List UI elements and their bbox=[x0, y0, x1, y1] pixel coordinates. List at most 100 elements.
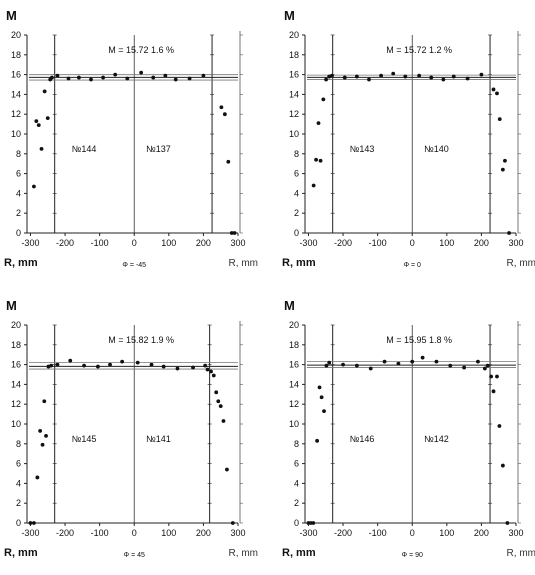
chart-4-point bbox=[396, 361, 401, 366]
chart-2-point bbox=[465, 76, 470, 81]
chart-1-point bbox=[219, 105, 224, 110]
chart-1-point bbox=[66, 76, 71, 81]
chart-3-point bbox=[230, 521, 235, 525]
chart-1-x-tick-label: -100 bbox=[91, 238, 109, 248]
chart-2-point bbox=[311, 183, 316, 188]
chart-2-x-label-left: R, mm bbox=[282, 257, 316, 269]
chart-3-point bbox=[161, 364, 166, 369]
chart-2-x-tick-label: 100 bbox=[439, 238, 454, 248]
chart-4-sample-label-right: №142 bbox=[424, 434, 449, 444]
chart-1-y-tick-label: 14 bbox=[11, 89, 21, 99]
chart-1-y-tick-label: 20 bbox=[11, 30, 21, 40]
chart-1-point bbox=[89, 77, 93, 82]
chart-4-x-label-right: R, mm bbox=[507, 548, 535, 559]
chart-4-mean-annotation: M = 15.95 1.8 % bbox=[386, 335, 452, 345]
chart-2-point bbox=[500, 167, 505, 172]
chart-4-x-tick-label: -300 bbox=[299, 528, 317, 538]
chart-2-sample-label-right: №140 bbox=[424, 144, 449, 154]
chart-4-point bbox=[489, 374, 493, 379]
chart-2-y-tick-label: 6 bbox=[294, 169, 299, 179]
chart-2-x-tick-label: 0 bbox=[410, 238, 415, 248]
chart-4-point bbox=[462, 365, 467, 370]
chart-4-x-tick-label: 300 bbox=[508, 528, 523, 538]
chart-4-x-tick-label: 100 bbox=[439, 528, 454, 538]
chart-4-point bbox=[341, 362, 345, 367]
chart-4-point bbox=[476, 359, 480, 364]
chart-1-point bbox=[229, 231, 234, 235]
chart-2-sample-label-left: №143 bbox=[350, 144, 375, 154]
chart-3-point bbox=[211, 373, 216, 378]
chart-3-point bbox=[221, 419, 226, 423]
chart-3-point bbox=[218, 404, 223, 409]
chart-2-y-tick-label: 2 bbox=[294, 208, 299, 218]
chart-2-x-label-right: R, mm bbox=[507, 258, 535, 269]
chart-3-point bbox=[96, 364, 100, 369]
chart-3-y-tick-label: 8 bbox=[16, 439, 21, 449]
chart-3-sample-label-left: №145 bbox=[72, 434, 97, 444]
chart-4-y-tick-label: 18 bbox=[289, 340, 299, 350]
chart-2-point bbox=[503, 158, 507, 163]
chart-4-y-tick-label: 2 bbox=[294, 498, 299, 508]
chart-4-point bbox=[482, 366, 487, 371]
chart-3-y-tick-label: 10 bbox=[11, 419, 21, 429]
chart-2-point bbox=[342, 75, 347, 80]
chart-4-y-tick-label: 20 bbox=[289, 320, 299, 330]
chart-1-angle-label: Φ = -45 bbox=[122, 262, 146, 269]
chart-1-point bbox=[201, 73, 206, 78]
chart-1-point bbox=[139, 70, 144, 75]
chart-3-x-tick-label: 200 bbox=[196, 528, 211, 538]
chart-3-y-tick-label: 14 bbox=[11, 379, 21, 389]
chart-2-point bbox=[491, 87, 496, 92]
chart-1-y-tick-label: 8 bbox=[16, 149, 21, 159]
chart-3-x-tick-label: 300 bbox=[230, 528, 245, 538]
chart-3-point bbox=[35, 475, 40, 480]
chart-3-point bbox=[28, 521, 33, 525]
chart-2-y-tick-label: 8 bbox=[294, 149, 299, 159]
chart-3-point bbox=[149, 362, 154, 367]
chart-4-point bbox=[485, 363, 490, 368]
chart-2-point bbox=[507, 231, 511, 235]
chart-2-point bbox=[479, 72, 484, 77]
chart-1-point bbox=[101, 75, 105, 80]
chart-3-x-tick-label: 0 bbox=[132, 528, 137, 538]
chart-1-x-tick-label: 300 bbox=[230, 238, 245, 248]
chart-3-angle-label: Φ = 45 bbox=[124, 552, 145, 559]
chart-3-mean-annotation: M = 15.82 1.9 % bbox=[108, 335, 174, 345]
chart-1-x-tick-label: -200 bbox=[56, 238, 74, 248]
chart-3-point bbox=[82, 363, 86, 368]
chart-4-sample-label-left: №146 bbox=[350, 434, 375, 444]
chart-3-point bbox=[135, 360, 140, 365]
chart-1-x-label-left: R, mm bbox=[4, 257, 38, 269]
chart-1-y-tick-label: 18 bbox=[11, 50, 21, 60]
chart-4-x-tick-label: -200 bbox=[334, 528, 352, 538]
chart-3-x-tick-label: -100 bbox=[91, 528, 109, 538]
chart-2-y-label: M bbox=[284, 8, 295, 23]
chart-4-y-tick-label: 4 bbox=[294, 478, 299, 488]
chart-1-mean-annotation: M = 15.72 1.6 % bbox=[108, 45, 174, 55]
chart-3-y-tick-label: 4 bbox=[16, 478, 21, 488]
chart-2-x-tick-label: -100 bbox=[369, 238, 387, 248]
chart-3-y-tick-label: 12 bbox=[11, 399, 21, 409]
chart-3-x-tick-label: -200 bbox=[56, 528, 74, 538]
chart-2-y-tick-label: 12 bbox=[289, 109, 299, 119]
chart-1-sample-label-left: №144 bbox=[72, 144, 97, 154]
chart-3-point bbox=[44, 433, 48, 438]
chart-4-y-tick-label: 16 bbox=[289, 360, 299, 370]
chart-3-point bbox=[55, 362, 60, 367]
chart-1-point bbox=[151, 75, 156, 80]
chart-4-y-label: M bbox=[284, 298, 295, 313]
chart-3-point bbox=[216, 399, 221, 404]
chart-4-x-label-left: R, mm bbox=[282, 547, 316, 559]
chart-2-point bbox=[417, 73, 422, 78]
chart-3-y-tick-label: 0 bbox=[16, 518, 21, 528]
chart-1-y-tick-label: 4 bbox=[16, 188, 21, 198]
chart-2-point bbox=[318, 158, 323, 163]
chart-4-point bbox=[410, 359, 415, 364]
chart-3-point bbox=[40, 442, 45, 447]
chart-1-y-tick-label: 12 bbox=[11, 109, 21, 119]
chart-4-point bbox=[368, 366, 373, 371]
chart-2-angle-label: Φ = 0 bbox=[403, 262, 421, 269]
chart-2-y-tick-label: 16 bbox=[289, 70, 299, 80]
chart-2-x-tick-label: -300 bbox=[299, 238, 317, 248]
